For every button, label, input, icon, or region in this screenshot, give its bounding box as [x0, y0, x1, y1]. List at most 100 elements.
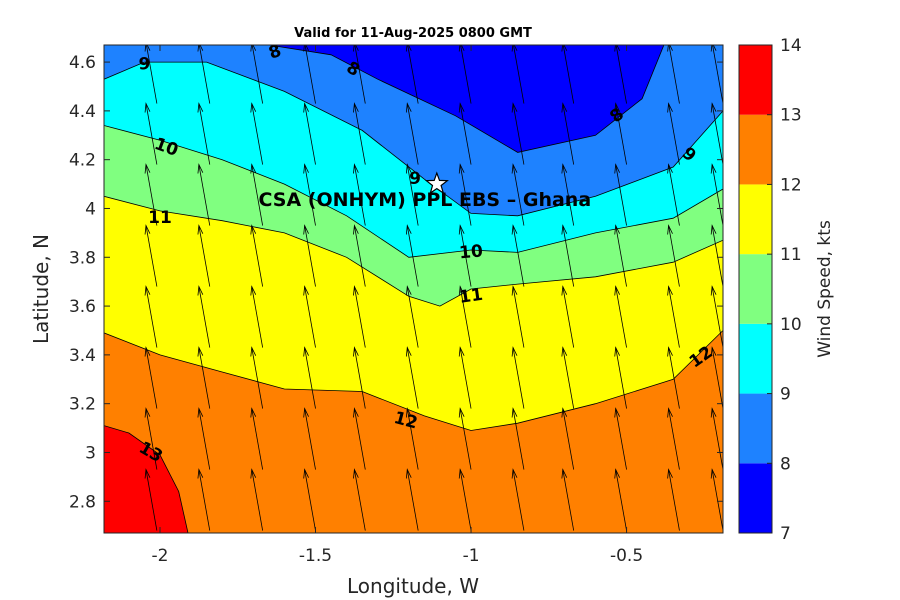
contour-label-8: 8	[266, 41, 284, 64]
wind-arrow-shaft	[145, 408, 158, 470]
wind-arrow	[197, 224, 211, 287]
wind-arrow-shaft	[198, 103, 211, 165]
wind-arrow-shaft	[711, 408, 723, 470]
wind-arrow	[250, 45, 264, 104]
wind-arrow	[667, 407, 680, 470]
wind-arrow-shaft	[198, 408, 211, 470]
wind-arrow	[303, 346, 316, 409]
wind-arrow-shaft	[354, 469, 366, 531]
wind-arrow-shaft	[460, 45, 472, 104]
wind-arrow-shaft	[615, 225, 627, 287]
wind-arrow	[458, 468, 472, 531]
wind-arrow-shaft	[304, 225, 316, 287]
wind-arrow-head	[250, 224, 257, 235]
wind-arrow-shaft	[251, 347, 264, 409]
wind-arrow-head	[710, 468, 717, 479]
wind-arrow	[144, 45, 158, 104]
contour-label-9: 9	[409, 169, 421, 189]
wind-arrow-shaft	[459, 408, 472, 470]
y-tick-label: 4.2	[69, 151, 96, 171]
wind-arrow-shaft	[354, 408, 366, 470]
wind-arrow	[353, 102, 366, 165]
contour-label-11: 11	[458, 285, 484, 308]
wind-arrow	[511, 407, 525, 470]
wind-arrow-head	[353, 224, 359, 235]
wind-arrow-shaft	[251, 164, 264, 226]
wind-arrow-shaft	[304, 164, 316, 226]
wind-arrow-shaft	[251, 286, 264, 348]
contour-line-8	[268, 45, 665, 153]
wind-arrow-head	[92, 470, 97, 479]
wind-arrow-head	[144, 163, 151, 174]
contour-line-9	[104, 61, 723, 217]
wind-arrow	[710, 45, 723, 104]
y-axis-label: Latitude, N	[29, 234, 53, 344]
y-axis-ticks: 2.8 3 3.2 3.4 3.6 3.8 4 4.2 4.4 4.6	[69, 53, 723, 512]
wind-arrow-head	[144, 45, 151, 52]
wind-arrow	[614, 346, 627, 409]
wind-arrow-head	[353, 468, 359, 479]
wind-arrow-shaft	[304, 408, 316, 470]
colorbar-band-7	[739, 463, 772, 533]
wind-arrow-head	[710, 163, 717, 174]
wind-arrow	[405, 407, 419, 470]
wind-arrow	[561, 224, 575, 287]
wind-arrow-head	[614, 468, 621, 479]
wind-arrow	[561, 468, 575, 531]
contour-line-13	[104, 425, 189, 533]
wind-arrow-shaft	[304, 103, 316, 165]
wind-arrow-head	[614, 163, 621, 174]
wind-arrow	[353, 45, 366, 104]
wind-arrow-shaft	[615, 45, 627, 104]
wind-arrow-shaft	[145, 286, 158, 348]
wind-arrow-head	[405, 407, 412, 418]
wind-arrow	[262, 45, 263, 46]
colorbar-tick-label: 13	[780, 106, 802, 126]
wind-arrow-head	[303, 285, 309, 296]
wind-arrow-shaft	[354, 225, 366, 287]
wind-arrow	[197, 102, 211, 165]
wind-arrow	[614, 285, 627, 348]
wind-arrow	[511, 45, 525, 104]
wind-arrow-head	[561, 102, 568, 113]
wind-arrow-shaft	[459, 286, 472, 348]
wind-arrow-shaft	[512, 103, 525, 165]
colorbar-frame	[738, 44, 773, 534]
wind-arrow-head	[250, 285, 257, 296]
band-12	[104, 330, 723, 533]
wind-arrow	[156, 45, 157, 46]
plot-frame	[103, 44, 724, 534]
wind-arrow-shaft	[406, 469, 419, 531]
wind-arrow	[710, 346, 723, 409]
wind-arrow-head	[303, 163, 309, 174]
contour-label-10: 10	[458, 241, 483, 263]
band-13	[104, 425, 188, 533]
wind-arrow-shaft	[146, 45, 158, 104]
wind-arrow-shaft	[354, 103, 366, 165]
wind-arrow-head	[405, 468, 412, 479]
wind-arrow-shaft	[251, 103, 264, 165]
wind-arrow-shaft	[145, 164, 158, 226]
wind-arrow	[405, 468, 419, 531]
wind-arrow-shaft	[615, 103, 627, 165]
wind-arrow-shaft	[711, 469, 723, 531]
wind-arrow-head	[667, 346, 673, 357]
colorbar-tick-label: 11	[780, 245, 802, 265]
wind-arrow	[710, 163, 723, 226]
x-tick-label: -0.5	[610, 546, 643, 566]
colorbar-tick-label: 14	[780, 36, 802, 56]
colorbar-band-9	[739, 323, 772, 394]
wind-arrow	[511, 285, 525, 348]
wind-arrow	[197, 468, 211, 531]
wind-arrow-shaft	[406, 286, 419, 348]
wind-arrow-shaft	[512, 286, 525, 348]
wind-arrow	[209, 45, 210, 46]
wind-arrow	[573, 45, 574, 46]
wind-arrow-head	[511, 102, 518, 113]
wind-arrow-head	[710, 45, 717, 52]
wind-arrow-shaft	[668, 408, 680, 470]
y-tick-label: 4.6	[69, 53, 96, 73]
wind-arrow-head	[458, 468, 465, 479]
wind-arrow	[197, 163, 211, 226]
wind-arrow-shaft	[251, 408, 264, 470]
